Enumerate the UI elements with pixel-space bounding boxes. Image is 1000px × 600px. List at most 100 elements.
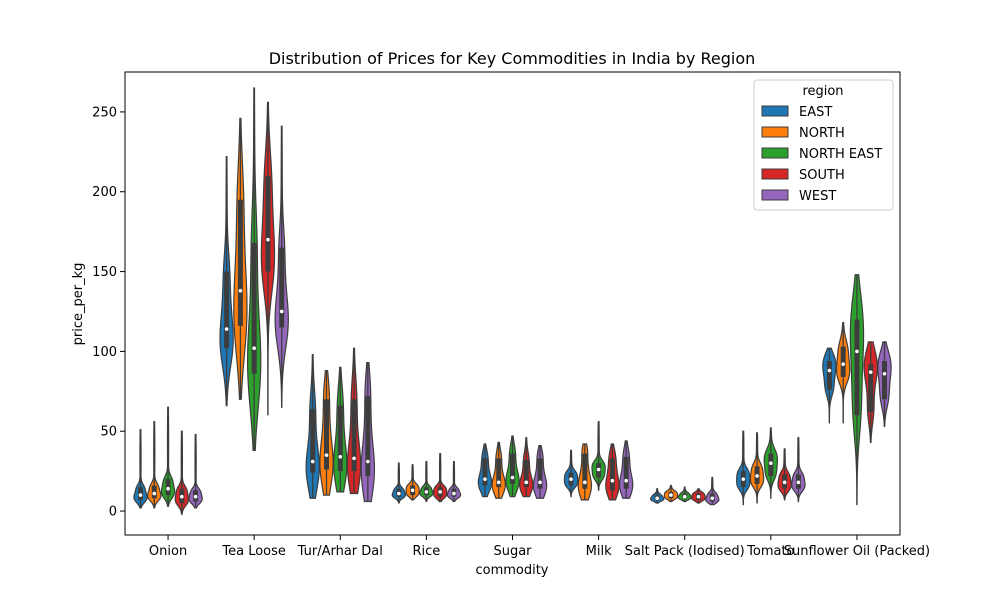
violin-iqr-box [279, 247, 285, 328]
violin-median-point [796, 480, 801, 485]
plot-frame [124, 71, 901, 536]
y-tick-label: 0 [109, 505, 117, 520]
violin-median-point [496, 480, 501, 485]
violin-iqr-box [310, 408, 316, 473]
violin-iqr-box [882, 360, 887, 400]
violin-median-point [483, 477, 487, 481]
violin-median-point [152, 491, 157, 496]
violin-iqr-box [582, 453, 588, 489]
violin-iqr-box [324, 399, 329, 470]
x-tick-label: Onion [149, 544, 187, 559]
x-tick-label: Tomato [746, 544, 794, 559]
violin-iqr-box [537, 458, 543, 489]
violin-median-point [782, 480, 787, 485]
violin-median-point [583, 480, 587, 485]
violin-median-point [769, 461, 773, 465]
violin-median-point [138, 493, 143, 497]
violin-median-point [755, 474, 759, 478]
violin-median-point [669, 493, 673, 497]
y-tick-label: 100 [92, 345, 117, 360]
violin-median-point [524, 480, 529, 485]
violin-median-point [410, 488, 415, 493]
x-tick-label: Sugar [493, 544, 532, 559]
violin-median-point [610, 478, 615, 483]
x-tick-label: Tea Loose [221, 544, 286, 559]
violin-median-point [827, 368, 832, 373]
violin-iqr-box [365, 396, 371, 476]
violin-iqr-box [496, 458, 502, 488]
violin-iqr-box [337, 405, 343, 472]
legend-label: WEST [799, 189, 836, 204]
legend-frame [753, 79, 894, 211]
violin-median-point [224, 327, 229, 331]
violin-iqr-box [224, 271, 230, 349]
x-tick-label: Salt Pack (Iodised) [625, 544, 745, 559]
x-axis-label: commodity [475, 563, 548, 578]
legend-label: NORTH [799, 126, 845, 141]
violin-iqr-box [237, 199, 243, 326]
x-tick-label: Milk [586, 544, 612, 559]
violin-median-point [310, 459, 315, 464]
legend-swatch [761, 126, 789, 138]
violin-iqr-box [826, 360, 832, 390]
violin-median-point [538, 480, 542, 485]
violin-median-point [569, 477, 573, 481]
violin-iqr-box [840, 346, 846, 377]
violin-median-point [741, 477, 746, 481]
legend-swatch [761, 189, 789, 201]
violin-median-point [180, 494, 184, 499]
y-tick-label: 250 [92, 105, 117, 120]
violin-median-point [438, 490, 442, 494]
y-axis-label: price_per_kg [71, 263, 86, 346]
violin-iqr-box [265, 175, 271, 272]
violin-median-point [352, 456, 356, 461]
x-tick-label: Sunflower Oil (Packed) [784, 544, 930, 559]
violin-median-point [624, 478, 628, 483]
violin-iqr-box [510, 453, 515, 484]
legend-label: SOUTH [799, 168, 845, 183]
violin-median-point [710, 496, 715, 501]
violin-iqr-box [351, 399, 357, 472]
violin-median-point [882, 371, 887, 376]
violin-median-point [193, 494, 198, 499]
violin-median-point [452, 491, 456, 496]
violin-median-point [855, 349, 859, 354]
violin-median-point [238, 288, 243, 293]
violin-median-point [266, 237, 270, 242]
legend-title: region [802, 84, 843, 99]
violin-median-point [338, 454, 343, 459]
violin-iqr-box [523, 459, 529, 488]
violin-median-point [841, 362, 845, 366]
violin-median-point [166, 486, 170, 491]
x-tick-label: Tur/Arhar Dal [297, 544, 383, 559]
violin-iqr-box [609, 458, 615, 491]
violin-median-point [252, 346, 256, 351]
violin-median-point [397, 491, 401, 496]
violin-median-point [510, 475, 515, 480]
plot-area: 0 50 100 150 200 250 Onion Tea Loose Tur/Arhar D… [92, 87, 930, 559]
chart-title: Distribution of Prices for Key Commoditi… [269, 49, 756, 68]
legend-swatch [761, 147, 789, 159]
y-tick-label: 200 [92, 185, 117, 200]
violin-median-point [655, 496, 659, 501]
legend-swatch [761, 168, 789, 180]
violin-median-point [424, 490, 429, 494]
violin-median-point [324, 453, 329, 457]
violin-iqr-box [623, 456, 629, 489]
legend: region EAST NORTH NORTH EAST SOUTH WEST [753, 79, 894, 211]
y-tick-label: 50 [100, 425, 117, 440]
legend-swatch [761, 105, 789, 117]
legend-label: EAST [799, 105, 832, 120]
violin-median-point [366, 459, 370, 464]
violin-median-point [868, 370, 873, 374]
violin-iqr-box [251, 242, 257, 374]
x-tick-label: Rice [412, 544, 440, 559]
violin-iqr-box [482, 458, 488, 486]
violin-median-point [682, 494, 687, 499]
violin-iqr-box [868, 364, 874, 413]
violin-median-point [696, 494, 701, 499]
violin-median-point [279, 309, 284, 314]
violin-median-point [596, 467, 601, 472]
y-tick-label: 150 [92, 265, 117, 280]
